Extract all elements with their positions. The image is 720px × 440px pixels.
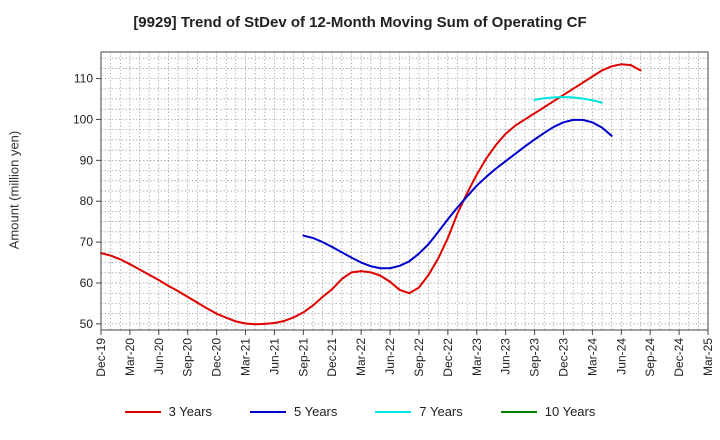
- y-tick-label: 60: [80, 276, 94, 290]
- legend-item-5-years: 5 Years: [250, 404, 337, 419]
- line-chart: 50 60 70 80 90 100 110 Dec-19 Mar-20 Jun-20 Sep-2…: [73, 51, 715, 377]
- x-tick-label: Jun-24: [614, 338, 628, 375]
- chart-title: [9929] Trend of StDev of 12-Month Moving…: [133, 14, 587, 31]
- y-axis-ticks: 50 60 70 80 90 100 110: [73, 72, 101, 331]
- legend: 3 Years 5 Years 7 Years 10 Years: [0, 404, 720, 419]
- legend-label: 7 Years: [419, 404, 463, 419]
- x-tick-label: Mar-24: [585, 338, 599, 376]
- series-line-5-years: [302, 118, 613, 270]
- y-tick-label: 90: [80, 153, 94, 167]
- x-tick-label: Mar-22: [354, 338, 368, 376]
- legend-swatch: [124, 410, 161, 413]
- legend-label: 5 Years: [294, 404, 338, 419]
- x-tick-label: Mar-20: [123, 338, 137, 376]
- x-tick-label: Dec-24: [672, 338, 686, 377]
- y-tick-label: 80: [80, 194, 94, 208]
- x-tick-label: Jun-20: [152, 338, 166, 375]
- legend-swatch: [500, 410, 537, 413]
- x-tick-label: Mar-23: [470, 338, 484, 376]
- y-tick-label: 110: [74, 72, 93, 86]
- y-tick-label: 100: [73, 112, 93, 126]
- x-tick-label: Dec-20: [210, 338, 224, 377]
- series-lines: [100, 63, 642, 326]
- x-axis-ticks: Dec-19 Mar-20 Jun-20 Sep-20 Dec-20 Mar-21 Jun-…: [94, 330, 715, 377]
- x-tick-label: Dec-22: [441, 338, 455, 377]
- x-tick-label: Dec-21: [325, 338, 339, 377]
- grid-lines: [101, 52, 708, 330]
- x-tick-label: Mar-21: [239, 338, 253, 376]
- x-tick-label: Sep-23: [528, 338, 542, 377]
- x-tick-label: Sep-20: [181, 338, 195, 377]
- x-tick-label: Jun-21: [267, 338, 281, 375]
- legend-swatch: [375, 410, 412, 413]
- y-tick-label: 50: [80, 317, 94, 331]
- series-line-7-years: [533, 95, 604, 104]
- legend-item-7-years: 7 Years: [375, 404, 463, 419]
- x-tick-label: Dec-23: [556, 338, 570, 377]
- x-tick-label: Sep-24: [643, 338, 657, 377]
- x-tick-label: Dec-19: [94, 338, 108, 377]
- x-tick-label: Sep-22: [412, 338, 426, 377]
- legend-label: 10 Years: [544, 404, 596, 419]
- x-tick-label: Mar-25: [701, 338, 715, 376]
- legend-label: 3 Years: [168, 404, 212, 419]
- legend-swatch: [250, 410, 286, 413]
- x-tick-label: Jun-22: [383, 338, 397, 375]
- series-line-3-years: [100, 63, 642, 326]
- legend-item-3-years: 3 Years: [124, 404, 212, 419]
- plot-frame: [100, 51, 709, 331]
- x-tick-label: Sep-21: [296, 338, 310, 377]
- legend-item-10-years: 10 Years: [500, 404, 596, 419]
- y-tick-label: 70: [80, 235, 94, 249]
- x-tick-label: Jun-23: [499, 338, 513, 375]
